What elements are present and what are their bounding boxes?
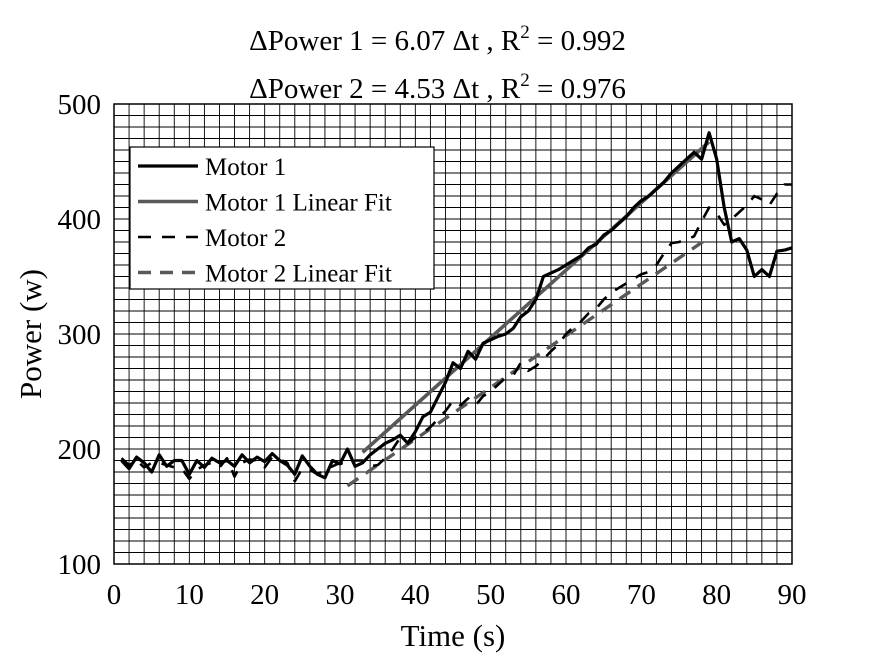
- legend-box: [129, 146, 435, 290]
- y-tick-label: 200: [58, 434, 102, 466]
- x-axis-label: Time (s): [401, 618, 506, 653]
- title-2-text: ΔPower 2 = 4.53 Δt , R: [249, 73, 521, 105]
- chart-title-line-1: ΔPower 1 = 6.07 Δt , R2 = 0.992: [0, 16, 875, 58]
- y-tick-label: 100: [58, 549, 102, 581]
- x-tick-label: 0: [107, 579, 122, 611]
- y-tick-label: 500: [58, 89, 102, 121]
- x-tick-label: 30: [326, 579, 355, 611]
- legend-label: Motor 1 Linear Fit: [205, 190, 392, 217]
- x-tick-label: 60: [552, 579, 581, 611]
- y-axis-ticks: 100 200 300 400 500: [58, 89, 102, 581]
- title-1-value: = 0.992: [529, 25, 626, 57]
- x-tick-label: 10: [175, 579, 204, 611]
- x-tick-label: 70: [627, 579, 656, 611]
- y-axis-label: Power (w): [13, 269, 48, 399]
- plot-frame: [113, 103, 793, 565]
- x-tick-label: 40: [401, 579, 430, 611]
- chart-title-line-2: ΔPower 2 = 4.53 Δt , R2 = 0.976: [0, 64, 875, 106]
- legend-label: Motor 1: [205, 154, 286, 181]
- series-line-motor-1: [120, 131, 793, 480]
- x-axis-ticks: 0 10 20 30 40 50 60 70 80 90: [107, 579, 807, 611]
- title-1-superscript: 2: [520, 22, 530, 43]
- x-tick-label: 50: [476, 579, 505, 611]
- legend-label: Motor 2 Linear Fit: [205, 261, 392, 288]
- title-1-text: ΔPower 1 = 6.07 Δt , R: [249, 25, 521, 57]
- title-2-value: = 0.976: [529, 73, 626, 105]
- legend-label: Motor 2: [205, 225, 286, 252]
- title-2-superscript: 2: [520, 70, 530, 91]
- legend: Motor 1 Motor 1 Linear Fit Motor 2 Motor 2 …: [129, 146, 435, 290]
- y-tick-label: 400: [58, 204, 102, 236]
- y-tick-label: 300: [58, 319, 102, 351]
- x-tick-label: 90: [778, 579, 807, 611]
- series-line-motor-2: [120, 183, 792, 483]
- series-lines: [120, 131, 793, 488]
- x-tick-label: 80: [702, 579, 731, 611]
- x-tick-label: 20: [250, 579, 279, 611]
